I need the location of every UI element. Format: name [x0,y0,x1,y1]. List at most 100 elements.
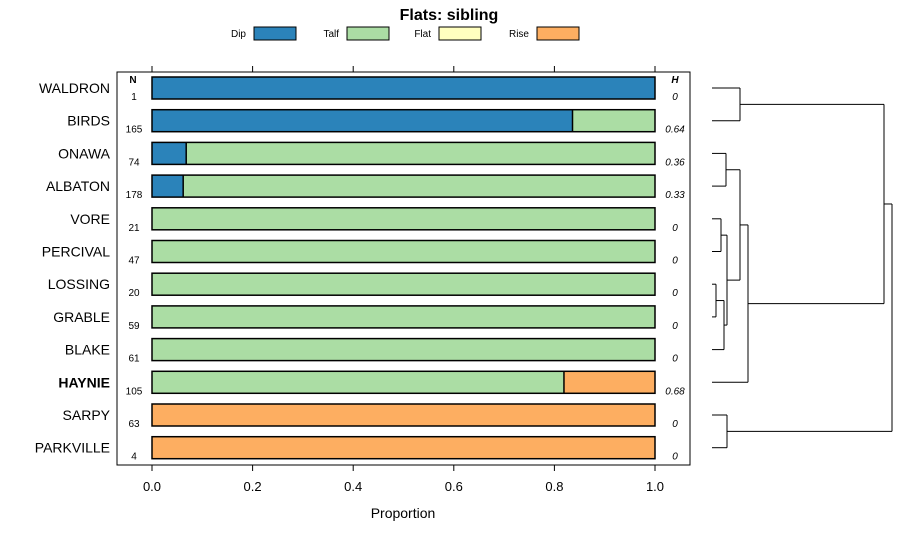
h-value: 0 [672,419,678,430]
category-label: BIRDS [67,113,110,129]
legend-swatch-dip [253,26,297,41]
bar-segment-dip [152,77,655,99]
bar-segment-talf [183,175,655,198]
category-label: WALDRON [39,80,110,96]
bar-outline [151,141,656,166]
bar-segment-dip [152,175,184,198]
h-value: 0 [672,354,678,365]
h-value: 0.64 [665,125,685,136]
bar-segment-talf [152,305,655,328]
n-value: 178 [126,190,143,201]
bar-outline [151,305,656,329]
x-tick-label: 0.2 [244,479,262,494]
x-axis: 0.0 0.2 0.4 0.6 0.8 1.0 [143,465,664,494]
legend: Dip Talf Flat Rise [231,26,580,41]
n-column-header: N [129,75,136,86]
h-value: 0 [672,223,678,234]
n-value: 61 [128,354,140,365]
bar-row-birds: BIRDS 165 0.64 [67,108,685,136]
bar-row-percival: PERCIVAL 47 0 [42,239,678,267]
bar-outline [151,370,656,395]
bar-segment-talf [152,338,655,361]
h-value: 0 [672,452,678,463]
bar-segment-talf [152,207,655,230]
x-tick-label: 0.6 [445,479,463,494]
legend-label-dip: Dip [231,29,246,40]
h-value: 0.68 [665,386,685,397]
bar-outline [151,239,656,264]
n-value: 1 [131,92,137,103]
bar-segment-talf [152,273,655,296]
x-axis-title: Proportion [371,505,436,521]
bar-row-grable: GRABLE 59 0 [53,305,678,332]
category-label: ONAWA [58,145,111,161]
bar-row-sarpy: SARPY 63 0 [63,403,678,430]
h-value: 0.36 [665,157,685,168]
bar-outline [151,272,656,296]
legend-label-flat: Flat [414,29,431,40]
n-value: 74 [128,157,140,168]
x-tick-label: 1.0 [646,479,664,494]
n-value: 63 [128,419,140,430]
category-label: BLAKE [65,342,110,358]
x-tick-label: 0.8 [545,479,563,494]
n-value: 105 [126,386,143,397]
legend-label-rise: Rise [509,29,529,40]
bar-row-blake: BLAKE 61 0 [65,337,678,365]
n-value: 4 [131,452,137,463]
bar-outline [151,174,656,198]
bar-outline [151,435,656,460]
bar-segment-dip [152,142,187,165]
bar-row-albaton: ALBATON 178 0.33 [46,174,685,201]
bar-segment-talf [152,371,564,394]
n-value: 165 [126,125,143,136]
category-label: SARPY [63,407,111,423]
x-tick-label: 0.0 [143,479,161,494]
bar-row-lossing: LOSSING 20 0 [48,272,678,299]
bar-outline [151,403,656,427]
bar-segment-rise [152,436,655,459]
bar-segment-rise [563,371,655,394]
category-label: GRABLE [53,309,110,325]
x-tick-label: 0.4 [344,479,362,494]
bar-outline [151,108,656,133]
bar-row-waldron: WALDRON 1 0 [39,76,678,103]
bar-row-parkville: PARKVILLE 4 0 [35,435,678,463]
top-axis-ticks [151,66,656,72]
n-value: 47 [128,256,140,267]
bar-segment-talf [572,109,655,132]
h-value: 0 [672,256,678,267]
category-label: PERCIVAL [42,244,110,260]
category-label: ALBATON [46,178,110,194]
bar-outline [151,76,656,100]
category-label: PARKVILLE [35,440,110,456]
legend-swatch-talf [346,26,390,41]
h-value: 0.33 [665,190,685,201]
legend-label-talf: Talf [323,29,339,40]
category-label: LOSSING [48,276,110,292]
category-label: HAYNIE [58,374,110,390]
n-value: 59 [128,321,140,332]
bar-outline [151,337,656,362]
bar-segment-rise [152,404,655,426]
bar-row-onawa: ONAWA 74 0.36 [58,141,685,168]
bar-segment-talf [186,142,656,165]
n-value: 20 [128,288,140,299]
bar-row-haynie: HAYNIE 105 0.68 [58,370,685,397]
chart-title: Flats: sibling [400,7,499,24]
h-value: 0 [672,321,678,332]
dendrogram [712,87,893,449]
n-value: 21 [128,223,140,234]
h-column-header: H [671,75,679,86]
legend-swatch-flat [438,26,482,41]
bar-rows: WALDRON 1 0 BIRDS 165 0.64 ONAWA 74 0.36 ALBATON 1… [35,76,685,463]
bar-segment-talf [152,240,655,263]
legend-swatch-rise [536,26,580,41]
h-value: 0 [672,92,678,103]
plot-frame [116,71,691,466]
category-label: VORE [70,211,110,227]
bar-outline [151,207,656,231]
bar-segment-dip [152,109,573,132]
bar-row-vore: VORE 21 0 [70,207,678,234]
